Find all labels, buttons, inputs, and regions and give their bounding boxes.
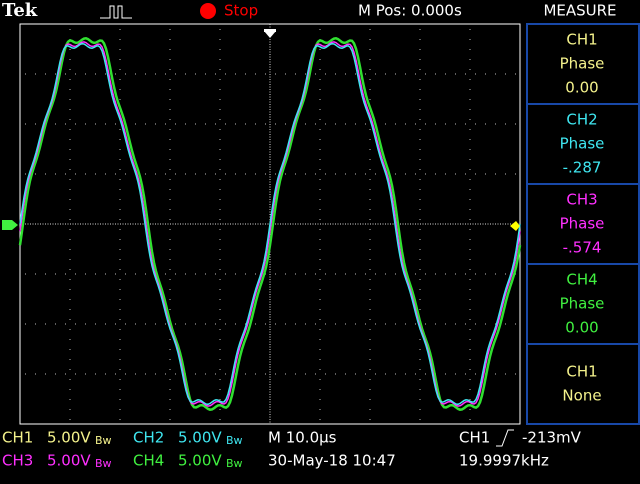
waveform [18, 37, 522, 411]
measure-label: None [562, 387, 601, 405]
channel-name: CH3 [2, 452, 33, 470]
status: Stop [224, 2, 258, 20]
brand: Tek [2, 0, 38, 21]
measure-value: 0.00 [565, 319, 598, 337]
measure-title: MEASURE [543, 2, 616, 20]
measure-items: CH1 Phase 0.00 CH2 Phase -.287 CH3 Phase -.574 CH… [528, 31, 639, 405]
trigger-position-marker [264, 29, 276, 32]
measure-value: -.574 [563, 239, 602, 257]
measure-channel: CH2 [566, 111, 597, 129]
frequency: 19.9997kHz [459, 452, 549, 470]
channel-bandwidth: Bw [226, 457, 243, 470]
channel-name: CH2 [133, 429, 164, 447]
channel-name: CH4 [133, 452, 164, 470]
measure-channel: CH1 [566, 363, 597, 381]
channel-name: CH1 [2, 429, 33, 447]
trigger-level: -213mV [522, 429, 582, 447]
timebase: M 10.0µs [268, 429, 337, 447]
channel-marker [2, 220, 18, 230]
horizontal-position: M Pos: 0.000s [358, 2, 462, 20]
measure-value: -.287 [563, 159, 602, 177]
stop-indicator [200, 3, 216, 19]
trigger-slope-icon [496, 429, 514, 447]
channel-scale: 5.00V [47, 429, 91, 447]
date-time: 30-May-18 10:47 [268, 452, 396, 470]
waveform [19, 42, 521, 406]
trigger-level-marker [510, 221, 520, 231]
measure-label: Phase [560, 215, 605, 233]
measure-label: Phase [560, 55, 605, 73]
channel-bandwidth: Bw [226, 434, 243, 447]
channel-bandwidth: Bw [95, 434, 112, 447]
measure-channel: CH3 [566, 191, 597, 209]
trigger-icon [100, 5, 132, 19]
measure-channel: CH4 [566, 271, 597, 289]
measure-panel [526, 23, 640, 425]
measure-value: 0.00 [565, 79, 598, 97]
measure-label: Phase [560, 135, 605, 153]
trigger-source: CH1 [459, 429, 490, 447]
channel-scale: 5.00V [47, 452, 91, 470]
status-bar: CH1 5.00V Bw CH2 5.00V Bw CH3 5.00V Bw CH4 5.00V Bw [2, 429, 243, 471]
waveforms [18, 37, 522, 411]
channel-scale: 5.00V [178, 452, 222, 470]
channel-scale: 5.00V [178, 429, 222, 447]
channel-bandwidth: Bw [95, 457, 112, 470]
measure-channel: CH1 [566, 31, 597, 49]
measure-label: Phase [560, 295, 605, 313]
trigger-position-marker [264, 31, 276, 38]
